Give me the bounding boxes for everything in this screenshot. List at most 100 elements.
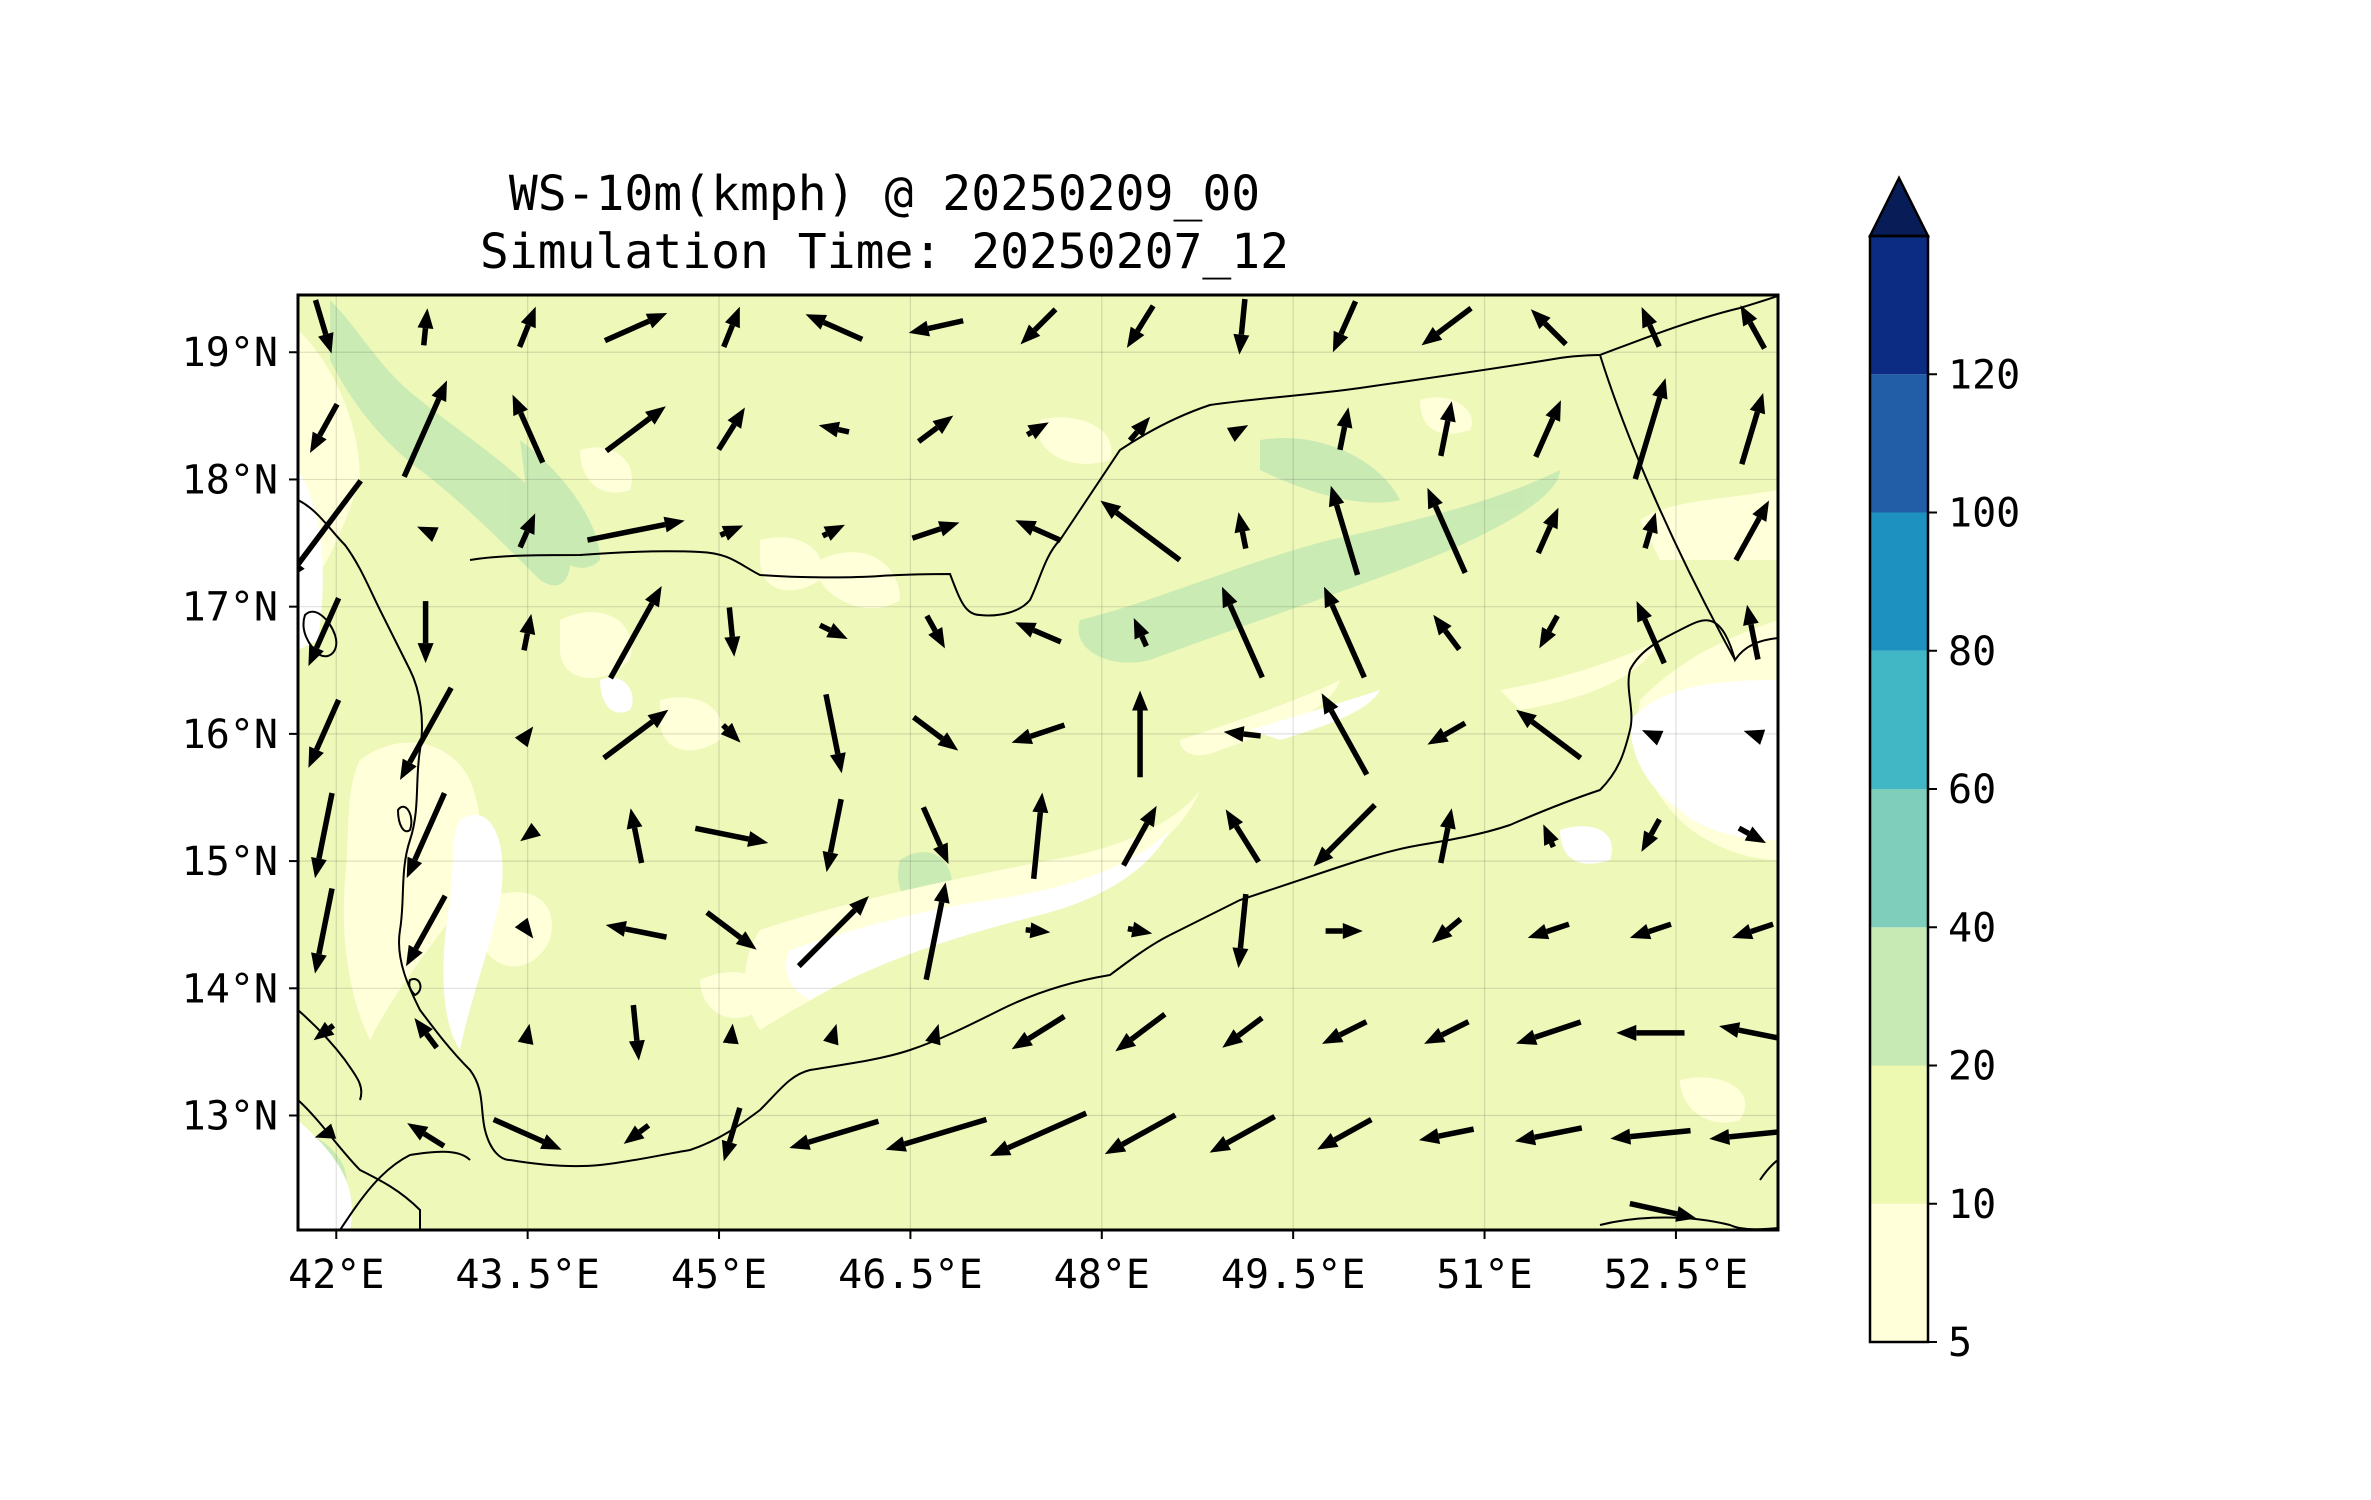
wind-vector [1324,586,1367,679]
wind-vector [1233,298,1250,355]
wind-vector [492,1116,562,1150]
wind-vector [1516,709,1583,761]
wind-vector [1641,306,1662,348]
wind-vector [1127,416,1151,443]
wind-vector [514,726,534,748]
wind-vector [1226,425,1249,442]
wind-vector [298,479,363,573]
colorbar-label: 100 [1948,491,2020,537]
wind-vector [925,1023,941,1046]
wind-vector [1610,1127,1691,1145]
colorbar-label: 60 [1948,767,1996,813]
colorbar-segment [1870,789,1928,928]
wind-vector [602,709,669,761]
wind-vector [1030,792,1049,880]
wind-vector [724,607,741,657]
wind-vector [1317,1117,1373,1150]
wind-vector [603,312,668,344]
eritrea-ethiopia-border [339,1150,471,1230]
wind-vector [1025,922,1051,939]
colorbar-label: 120 [1948,352,2020,398]
wind-vector [1100,500,1182,563]
wind-vector [626,808,645,864]
colorbar-extend-arrow [1867,175,1931,238]
longitude-axis: 42°E 43.5°E 45°E 46.5°E 48°E 49.5°E 51°E 52.5°E [288,1230,1748,1298]
wind-vector [694,825,769,847]
wind-vector [1424,1019,1470,1044]
wind-vector [338,1236,359,1252]
eritrea-coast-west [298,1009,363,1101]
wind-vector [414,1017,439,1050]
red-sea-islands [302,610,338,658]
gridlines [298,295,1778,1230]
wind-vector [1025,422,1049,440]
wind-vector [805,314,864,342]
wind-vector [605,921,668,940]
wind-vector [1731,921,1774,940]
colorbar-label: 5 [1948,1320,1972,1366]
lon-tick-label: 52.5°E [1604,1252,1749,1298]
wind-vector [1527,921,1570,940]
wind-vector [514,917,534,939]
wind-vector [1133,617,1150,648]
lon-tick-label: 42°E [288,1252,384,1298]
wind-vector [823,693,846,774]
map-title: WS-10m(kmph) @ 20250209_00 [508,166,1261,222]
lat-tick-label: 17°N [182,585,278,631]
wind-vector [1020,307,1058,345]
wind-vector [911,714,959,751]
wind-vector [1421,306,1473,346]
wind-vector [1011,722,1066,744]
wind-vector [1232,893,1249,969]
wind-vector [1642,512,1658,549]
wind-vector [920,806,949,864]
wind-vector [1737,825,1767,844]
red-sea-east-coast [298,499,511,1161]
wind-vector [989,1110,1088,1156]
wind-vector [1740,305,1767,350]
wind-vector [1719,1022,1778,1041]
wind-vector [407,1123,446,1149]
wind-vector [1225,809,1261,864]
wind-vector [789,1118,880,1150]
wind-vector [1209,1114,1276,1153]
wind-vector [721,306,740,348]
wind-vector [628,1004,645,1061]
wind-vector [512,394,546,464]
wind-vector [309,402,340,453]
wind-vector [1636,600,1667,665]
map-subtitle: Simulation Time: 20250207_12 [479,224,1290,280]
kamaran-island [396,805,413,833]
wind-vector [911,521,960,541]
wind-vector [1743,729,1766,745]
wind-vector [719,525,744,541]
wind-vector [1743,604,1761,661]
saudi-oman-border [1599,295,1778,356]
wind-vector [1115,1012,1167,1052]
wind-vector [720,722,741,743]
wind-vector [1632,378,1668,480]
wind-vector [1641,730,1664,746]
speed-contours [298,300,1778,1230]
wind-vector [308,596,342,667]
wind-vector [520,822,542,842]
wind-vector [1011,1014,1066,1050]
wind-vector [517,513,536,549]
wind-vector [312,299,334,354]
wind-vector [1121,805,1157,867]
lon-tick-label: 51°E [1436,1252,1532,1298]
colorbar-segment [1870,236,1928,375]
colorbar-segment [1870,1203,1928,1342]
wind-vector [916,415,954,444]
wind-vector [1328,485,1361,576]
eritrea-coast [298,1099,421,1230]
wind-vector [821,524,845,541]
wind-vector [1104,1112,1177,1155]
wind-vector [1733,500,1770,562]
wind-vector [1431,917,1463,943]
map-background [298,295,1778,1230]
colorbar-segment [1870,650,1928,789]
wind-vector [923,882,950,981]
wind-vector [1543,824,1559,849]
